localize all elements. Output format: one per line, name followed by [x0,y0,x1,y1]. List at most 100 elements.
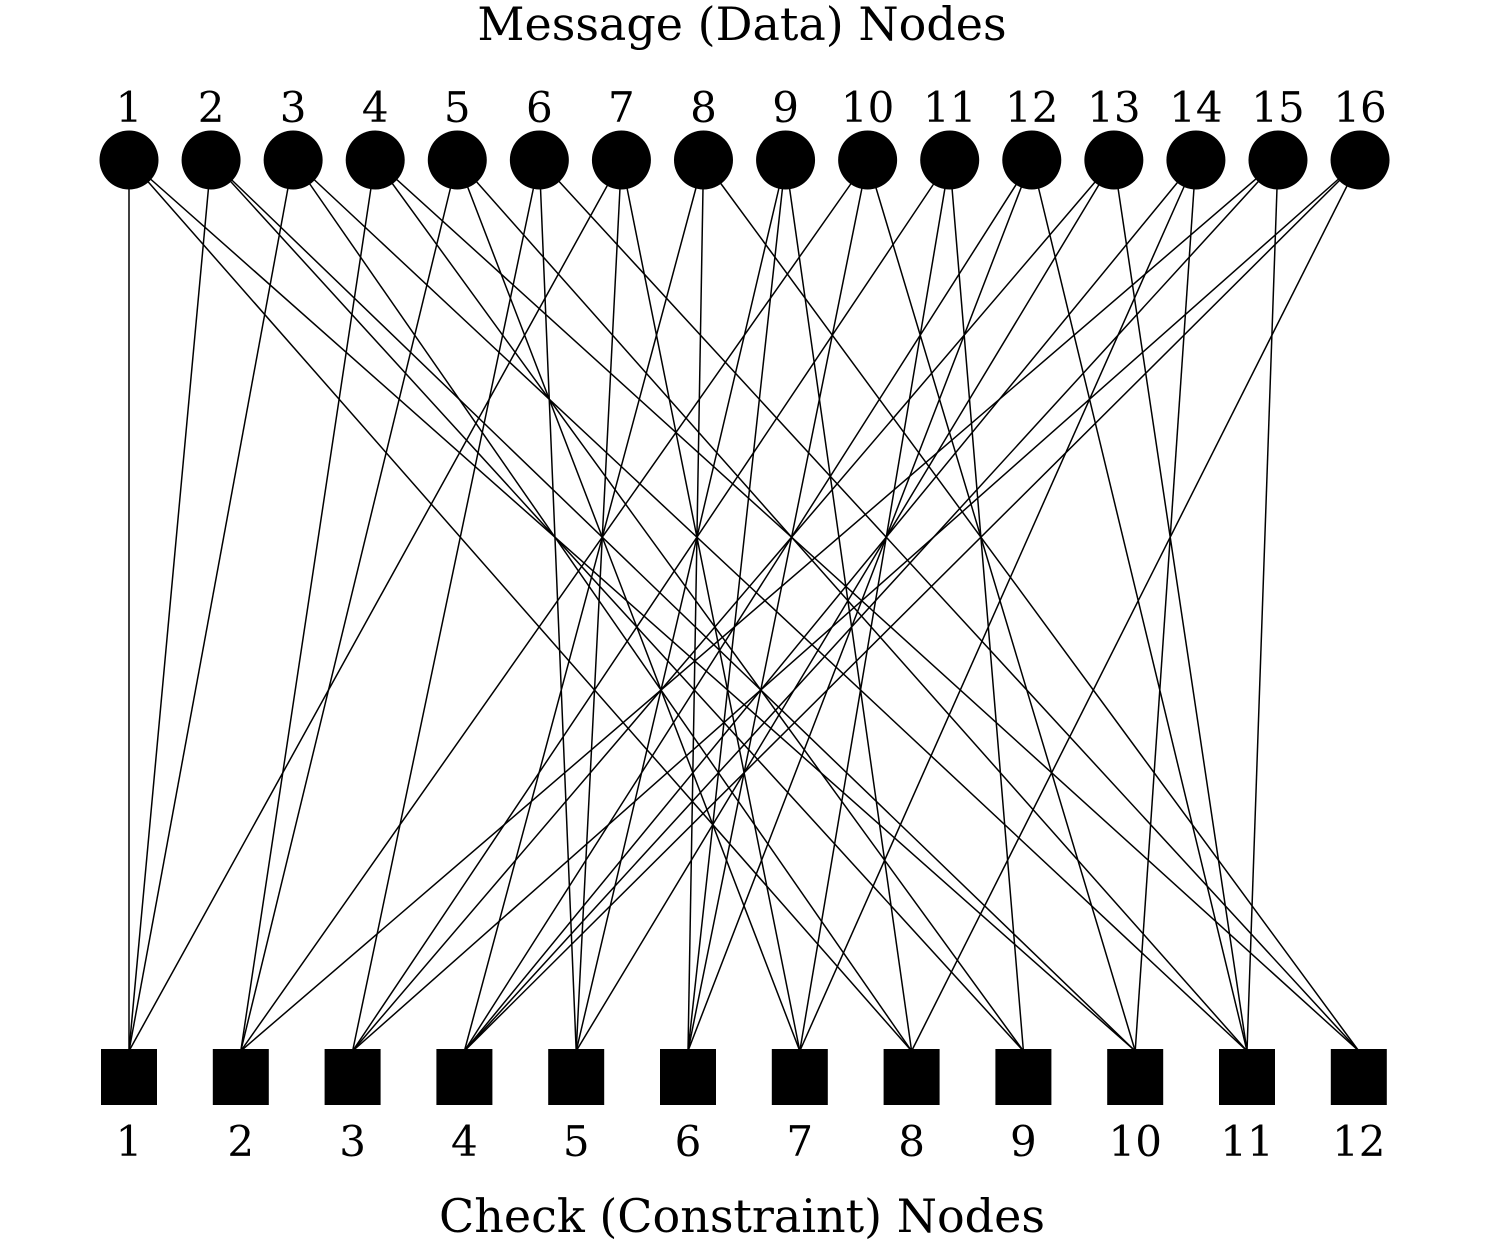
edge-m6-c12 [538,159,1360,1052]
message-node-7 [591,130,651,190]
check-node-label: 5 [563,1117,590,1166]
message-node-label: 10 [841,83,894,132]
edge-m15-c11 [1246,159,1279,1052]
edge-m10-c10 [866,159,1136,1052]
edge-m12-c11 [1031,159,1248,1052]
message-node-6 [509,130,569,190]
edge-m8-c12 [702,159,1360,1052]
message-node-3 [263,130,323,190]
check-node-9 [995,1049,1052,1105]
check-node-7 [771,1049,828,1105]
edge-m9-c6 [687,159,787,1052]
check-node-label: 9 [1010,1117,1037,1166]
message-nodes-group [99,130,1390,190]
message-node-label: 4 [362,83,389,132]
check-node-8 [883,1049,940,1105]
check-node-label: 2 [227,1117,254,1166]
check-node-10 [1107,1049,1164,1105]
edge-m4-c2 [240,159,376,1052]
message-nodes-title: Message (Data) Nodes [477,0,1006,51]
edge-m12-c4 [463,159,1033,1052]
message-node-label: 14 [1169,83,1222,132]
check-node-labels: 1 2 3 4 5 6 7 8 9 10 11 12 [116,1117,1386,1166]
edge-m1-c8 [128,159,913,1052]
edge-m9-c8 [784,159,913,1052]
edge-m3-c1 [128,159,294,1052]
edge-m11-c3 [351,159,951,1052]
edge-m8-c4 [463,159,705,1052]
message-node-12 [1002,130,1062,190]
message-node-label: 12 [1005,83,1058,132]
message-node-2 [181,130,241,190]
check-node-label: 7 [786,1117,813,1166]
edge-m11-c9 [948,159,1025,1052]
check-node-label: 6 [675,1117,702,1166]
message-node-label: 5 [444,83,471,132]
check-node-4 [436,1049,493,1105]
edge-m1-c10 [128,159,1136,1052]
edge-m13-c5 [575,159,1115,1052]
check-node-label: 4 [451,1117,478,1166]
edge-m4-c12 [374,159,1360,1052]
check-node-label: 11 [1220,1117,1273,1166]
edge-m16-c4 [463,159,1361,1052]
edge-m7-c5 [575,159,623,1052]
edge-m2-c10 [210,159,1136,1052]
edge-m9-c5 [575,159,787,1052]
edge-m10-c2 [240,159,869,1052]
edge-m5-c7 [456,159,801,1052]
edge-m5-c2 [240,159,459,1052]
check-node-5 [548,1049,605,1105]
message-node-label: 16 [1333,83,1386,132]
edge-m3-c8 [292,159,913,1052]
check-node-label: 12 [1332,1117,1385,1166]
check-node-1 [101,1049,157,1105]
edge-m16-c3 [352,159,1361,1052]
message-node-label: 1 [116,83,143,132]
message-node-label: 11 [923,83,976,132]
message-node-label: 3 [280,83,307,132]
edge-m7-c1 [128,159,623,1052]
message-node-label: 8 [690,83,717,132]
message-node-4 [345,130,405,190]
edge-m10-c6 [687,159,869,1052]
check-node-3 [324,1049,381,1105]
message-node-9 [756,130,816,190]
edge-m14-c7 [799,159,1197,1052]
message-node-11 [920,130,980,190]
check-node-6 [660,1049,716,1105]
message-node-labels: 1 2 3 4 5 6 7 8 9 10 11 12 13 14 15 16 [116,83,1387,132]
edge-m16-c8 [910,159,1361,1052]
edge-m4-c9 [374,159,1025,1052]
edge-m3-c11 [292,159,1248,1052]
check-nodes-title: Check (Constraint) Nodes [439,1189,1045,1243]
message-node-label: 2 [198,83,225,132]
edge-m14-c4 [463,159,1197,1052]
message-node-8 [673,130,733,190]
edge-m13-c3 [352,159,1115,1052]
message-node-label: 13 [1087,83,1140,132]
message-node-1 [99,130,159,190]
message-node-label: 15 [1251,83,1304,132]
edge-m15-c4 [463,159,1279,1052]
check-node-label: 3 [339,1117,366,1166]
message-node-label: 9 [772,83,799,132]
check-node-11 [1219,1049,1275,1105]
check-node-label: 10 [1108,1117,1161,1166]
edge-m8-c6 [687,159,705,1052]
edge-m14-c10 [1134,159,1197,1052]
check-node-2 [212,1049,269,1105]
edge-m15-c2 [240,159,1279,1052]
edge-m12-c6 [687,159,1033,1052]
edge-m2-c1 [128,159,212,1052]
message-node-5 [427,130,487,190]
edges-group [128,159,1361,1052]
edge-m11-c7 [799,159,951,1052]
edge-m6-c3 [351,159,541,1052]
edge-m13-c11 [1113,159,1248,1052]
edge-m7-c7 [620,159,801,1052]
message-node-label: 6 [526,83,553,132]
message-node-label: 7 [608,83,635,132]
message-node-14 [1166,130,1226,190]
